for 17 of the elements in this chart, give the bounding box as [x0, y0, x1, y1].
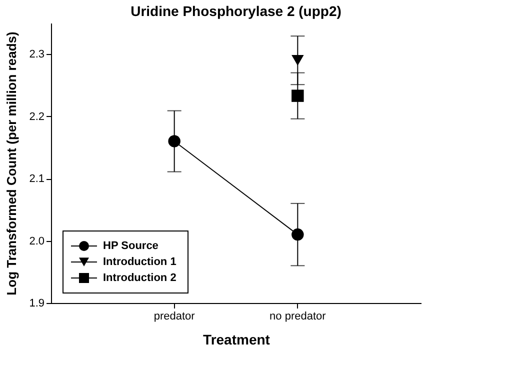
- x-tick-label: predator: [154, 310, 196, 322]
- point: [292, 90, 304, 102]
- legend-label: Introduction 1: [103, 256, 176, 268]
- point: [292, 228, 304, 241]
- y-tick-label: 2.3: [29, 48, 44, 61]
- point: [292, 55, 304, 66]
- y-tick-label: 2.0: [29, 235, 44, 248]
- y-axis-title: Log Transformed Count (per million reads): [4, 32, 20, 296]
- chart-title: Uridine Phosphorylase 2 (upp2): [130, 3, 342, 19]
- x-tick-label: no predator: [270, 310, 326, 322]
- y-tick-label: 2.1: [29, 173, 44, 186]
- x-axis-title: Treatment: [203, 332, 270, 348]
- y-tick-label: 1.9: [29, 298, 44, 310]
- point: [168, 135, 180, 148]
- legend-label: Introduction 2: [103, 272, 176, 284]
- legend-label: HP Source: [103, 240, 158, 252]
- y-tick-label: 2.2: [29, 110, 44, 123]
